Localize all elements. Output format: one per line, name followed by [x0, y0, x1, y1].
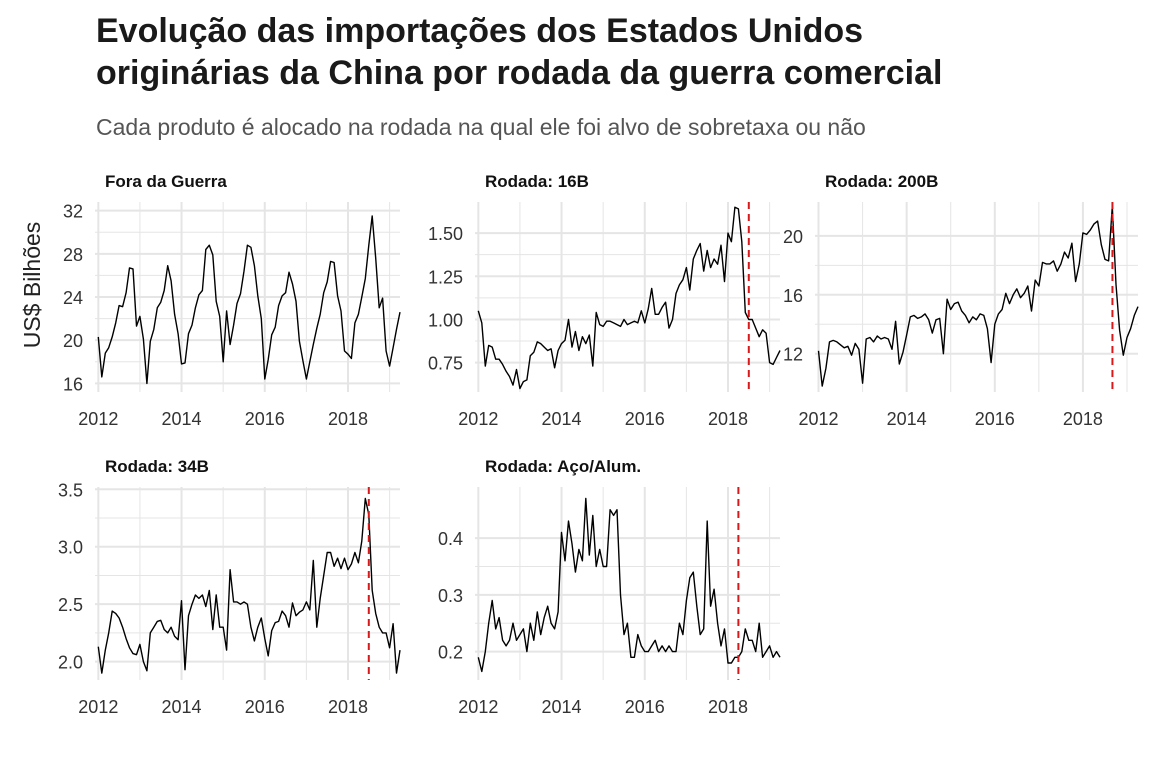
- series-line: [817, 205, 1139, 387]
- panel-4: Rodada: 34B 2012 2014 2016 2018 2.0 2.5 3.0 3.5: [58, 457, 401, 717]
- series-line: [97, 215, 401, 385]
- x-tick-label: 2018: [708, 697, 748, 717]
- panel-title: Rodada: 34B: [105, 457, 209, 476]
- y-tick-label: 2.0: [58, 653, 83, 673]
- x-tick-label: 2012: [799, 409, 839, 429]
- panel-title: Fora da Guerra: [105, 172, 227, 191]
- x-tick-label: 2012: [78, 697, 118, 717]
- x-tick-label: 2016: [975, 409, 1015, 429]
- y-tick-label: 0.75: [428, 354, 463, 374]
- y-axis-label: US$ Bilhões: [19, 222, 45, 349]
- panel-title: Rodada: Aço/Alum.: [485, 457, 641, 476]
- x-tick-label: 2018: [1063, 409, 1103, 429]
- chart-title-line-1: Evolução das importações dos Estados Uni…: [96, 12, 864, 50]
- chart-title-line-2: originárias da China por rodada da guerr…: [96, 54, 943, 92]
- x-tick-label: 2018: [328, 697, 368, 717]
- y-tick-label: 2.5: [58, 595, 83, 615]
- y-tick-label: 3.0: [58, 538, 83, 558]
- panel-3: Rodada: 200B 2012 2014 2016 2018 12 16 20: [783, 172, 1139, 429]
- y-tick-label: 1.50: [428, 224, 463, 244]
- y-tick-label: 1.00: [428, 310, 463, 330]
- y-tick-label: 1.25: [428, 267, 463, 287]
- x-tick-label: 2012: [458, 409, 498, 429]
- x-tick-label: 2016: [245, 409, 285, 429]
- x-tick-label: 2018: [708, 409, 748, 429]
- x-tick-label: 2014: [887, 409, 927, 429]
- x-tick-label: 2014: [162, 409, 202, 429]
- x-tick-label: 2018: [328, 409, 368, 429]
- y-tick-label: 3.5: [58, 480, 83, 500]
- chart-title: Evolução das importações dos Estados Uni…: [96, 10, 942, 94]
- panel-title: Rodada: 16B: [485, 172, 589, 191]
- panel-5: Rodada: Aço/Alum. 2012 2014 2016 2018 0.2 0.3 0…: [438, 457, 781, 717]
- y-tick-label: 32: [63, 202, 83, 222]
- chart-subtitle: Cada produto é alocado na rodada na qual…: [96, 114, 866, 140]
- x-tick-label: 2016: [625, 409, 665, 429]
- y-tick-label: 24: [63, 288, 83, 308]
- x-tick-label: 2012: [458, 697, 498, 717]
- panel-title: Rodada: 200B: [825, 172, 938, 191]
- series-line: [477, 206, 781, 390]
- y-tick-label: 28: [63, 245, 83, 265]
- x-tick-label: 2014: [162, 697, 202, 717]
- x-tick-label: 2016: [245, 697, 285, 717]
- y-tick-label: 0.3: [438, 586, 463, 606]
- x-tick-label: 2016: [625, 697, 665, 717]
- x-tick-label: 2012: [78, 409, 118, 429]
- y-tick-label: 0.4: [438, 529, 463, 549]
- x-tick-label: 2014: [542, 409, 582, 429]
- series-line: [477, 497, 781, 673]
- series-line: [97, 497, 401, 674]
- y-tick-label: 12: [783, 345, 803, 365]
- y-tick-label: 0.2: [438, 643, 463, 663]
- panel-2: Rodada: 16B 2012 2014 2016 2018 0.75 1.00 1.25 1…: [428, 172, 781, 429]
- y-tick-label: 16: [783, 286, 803, 306]
- x-tick-label: 2014: [542, 697, 582, 717]
- panel-1: Fora da Guerra 2012 2014 2016 2018 16 20 24 28 32: [63, 172, 401, 429]
- y-tick-label: 20: [63, 331, 83, 351]
- y-tick-label: 20: [783, 227, 803, 247]
- y-tick-label: 16: [63, 374, 83, 394]
